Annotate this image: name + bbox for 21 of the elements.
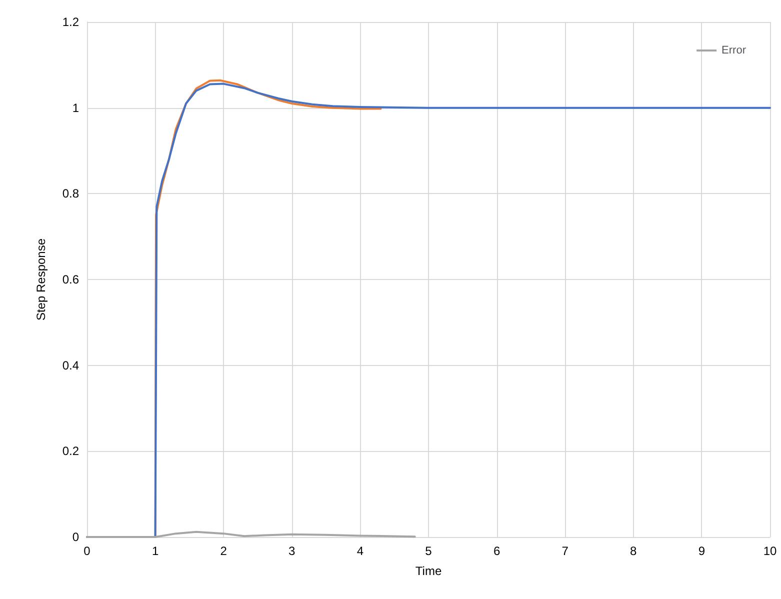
y-tick-label: 0.8 [62,186,80,201]
x-tick-label: 5 [425,544,432,558]
x-tick-label: 0 [84,544,91,558]
y-tick-label: 1.2 [62,15,80,29]
y-tick-label: 0 [72,530,80,544]
x-tick-label: 10 [763,544,777,558]
y-axis-title: Step Response [34,238,48,321]
x-tick-label: 3 [288,544,296,558]
y-tick-label: 0.2 [62,444,80,458]
y-tick-label: 0.6 [62,272,80,286]
x-tick-label: 8 [630,544,638,558]
y-tick-label: 1 [72,100,80,115]
legend-label: Error [722,44,746,56]
x-tick-label: 6 [493,544,500,558]
x-tick-label: 2 [220,544,228,558]
x-tick-label: 7 [562,544,569,558]
x-tick-label: 1 [152,544,159,558]
y-tick-label: 0.4 [62,358,80,372]
x-tick-label: 9 [698,544,706,558]
x-tick-label: 4 [356,544,364,558]
x-axis-title: Time [415,564,442,578]
